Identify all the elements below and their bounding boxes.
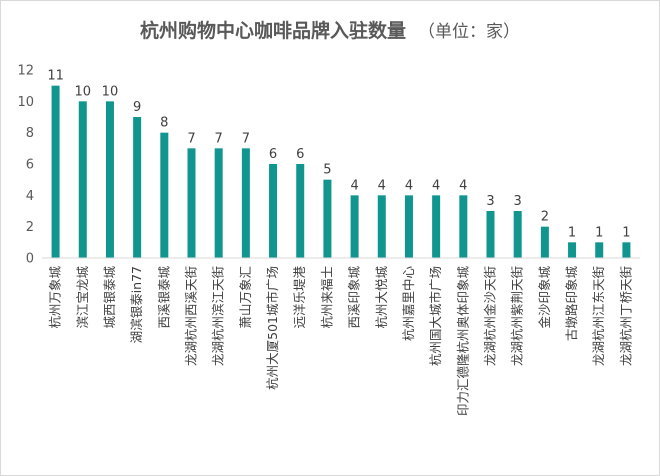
bar bbox=[377, 195, 386, 258]
category-label: 龙湖杭州江东天街 bbox=[591, 266, 606, 366]
bar bbox=[133, 117, 142, 258]
bar bbox=[432, 195, 441, 258]
category-label: 西溪印象城 bbox=[347, 266, 362, 329]
category-label: 龙湖杭州滨江天街 bbox=[211, 266, 226, 366]
category-label: 杭州万象城 bbox=[48, 266, 63, 329]
data-label: 8 bbox=[160, 116, 168, 131]
data-label: 10 bbox=[102, 84, 119, 99]
bar bbox=[269, 164, 278, 258]
bar bbox=[187, 148, 196, 258]
data-label: 11 bbox=[47, 69, 64, 84]
category-label: 杭州嘉里中心 bbox=[401, 266, 416, 342]
y-tick-label: 4 bbox=[26, 189, 34, 204]
category-label: 杭州来福士 bbox=[319, 266, 334, 329]
bar bbox=[350, 195, 359, 258]
bar bbox=[78, 101, 87, 258]
y-tick-label: 6 bbox=[26, 158, 34, 173]
category-label: 金沙印象城 bbox=[537, 266, 552, 329]
chart-unit: （单位：家） bbox=[418, 22, 520, 42]
category-label: 龙湖杭州紫荆天街 bbox=[510, 266, 525, 366]
data-label: 6 bbox=[269, 147, 277, 162]
category-label: 杭州国大城市广场 bbox=[428, 266, 443, 366]
category-labels: 杭州万象城 滨江宝龙城 城西银泰城 湖滨银泰in77 西溪银泰城 龙湖杭州西溪天街 龙湖杭州… bbox=[48, 266, 634, 417]
data-label: 1 bbox=[622, 225, 630, 240]
category-label: 龙湖杭州西溪天街 bbox=[184, 266, 199, 366]
data-label: 7 bbox=[187, 131, 195, 146]
bar bbox=[568, 242, 577, 258]
category-label: 滨江宝龙城 bbox=[75, 266, 90, 329]
bar bbox=[214, 148, 223, 258]
data-label: 4 bbox=[378, 178, 386, 193]
category-label: 杭州大厦501城市广场 bbox=[265, 266, 280, 390]
bar bbox=[459, 195, 468, 258]
bar bbox=[486, 211, 495, 258]
bar bbox=[160, 132, 169, 258]
category-label: 西溪银泰城 bbox=[156, 266, 171, 329]
category-label: 古墩路印象城 bbox=[564, 266, 579, 342]
bar bbox=[595, 242, 604, 258]
data-label: 7 bbox=[215, 131, 223, 146]
bar bbox=[540, 226, 549, 258]
data-label: 9 bbox=[133, 100, 141, 115]
bar bbox=[323, 179, 332, 258]
data-label: 10 bbox=[74, 84, 91, 99]
category-label: 湖滨银泰in77 bbox=[129, 266, 144, 343]
data-label: 1 bbox=[595, 225, 603, 240]
category-label: 龙湖杭州金沙天街 bbox=[483, 266, 498, 366]
bar bbox=[51, 85, 60, 259]
data-label: 5 bbox=[323, 163, 331, 178]
category-label: 杭州大悦城 bbox=[374, 266, 389, 329]
data-label: 3 bbox=[486, 194, 494, 209]
data-label: 2 bbox=[541, 210, 549, 225]
chart-title-text: 杭州购物中心咖啡品牌入驻数量 bbox=[139, 20, 406, 42]
y-tick-label: 8 bbox=[26, 126, 34, 141]
data-label: 4 bbox=[432, 178, 440, 193]
data-label: 4 bbox=[350, 178, 358, 193]
data-label: 4 bbox=[405, 178, 413, 193]
chart-title: 杭州购物中心咖啡品牌入驻数量 （单位：家） bbox=[0, 16, 660, 43]
category-label: 城西银泰城 bbox=[102, 266, 117, 329]
bar bbox=[404, 195, 413, 258]
category-label: 龙湖杭州丁桥天街 bbox=[618, 266, 633, 366]
data-label: 6 bbox=[296, 147, 304, 162]
y-axis: 0 2 4 6 8 10 12 bbox=[17, 64, 34, 267]
y-tick-label: 10 bbox=[17, 95, 34, 110]
data-label: 1 bbox=[568, 225, 576, 240]
category-label: 远洋乐堤港 bbox=[292, 266, 307, 329]
bar bbox=[513, 211, 522, 258]
y-tick-label: 2 bbox=[26, 220, 34, 235]
bar bbox=[622, 242, 631, 258]
bar bbox=[241, 148, 250, 258]
data-label: 4 bbox=[459, 178, 467, 193]
y-tick-label: 0 bbox=[26, 252, 34, 267]
data-label: 3 bbox=[514, 194, 522, 209]
category-label: 印力汇德隆杭州奥体印象城 bbox=[455, 266, 470, 417]
y-tick-label: 12 bbox=[17, 64, 34, 79]
bar bbox=[296, 164, 305, 258]
data-label: 7 bbox=[242, 131, 250, 146]
category-label: 萧山万象汇 bbox=[238, 266, 253, 329]
bars bbox=[51, 85, 631, 259]
bar bbox=[105, 101, 114, 258]
